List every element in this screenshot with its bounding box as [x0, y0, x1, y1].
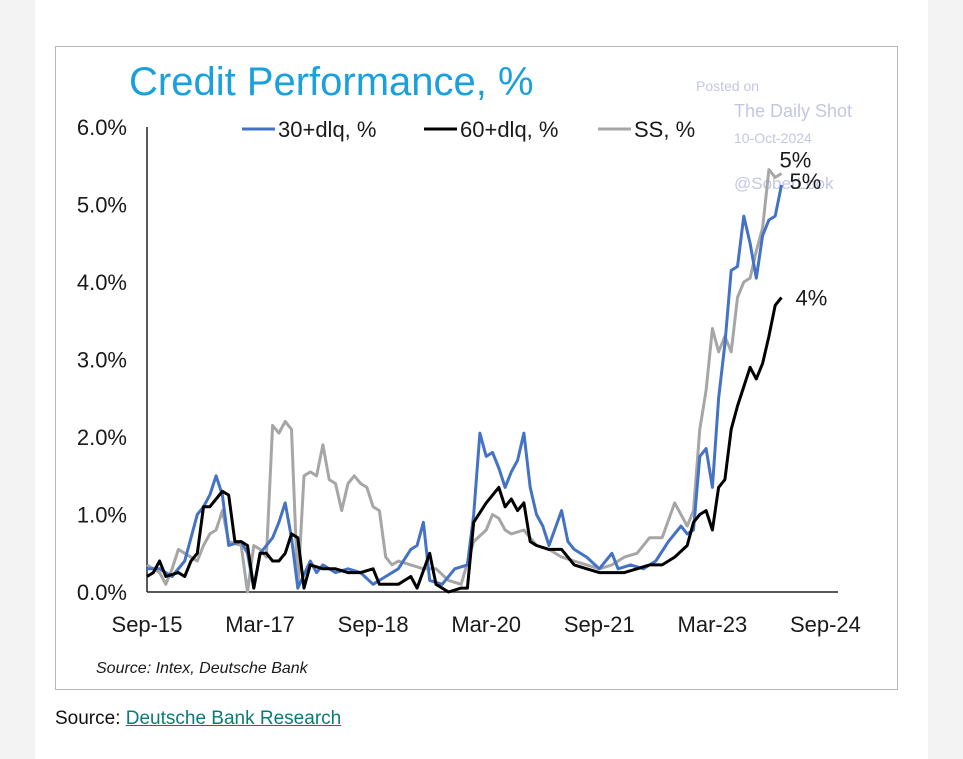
end-labels: 5% 4% 5%: [779, 148, 827, 311]
watermark-handle: @SoberLook: [734, 174, 834, 193]
series-line-60-dlq: [146, 296, 783, 594]
x-tick-label: Sep-15: [112, 612, 183, 637]
y-tick-label: 4.0%: [77, 270, 127, 295]
x-tick-label: Sep-18: [338, 612, 409, 637]
x-axis-ticks: Sep-15 Mar-17 Sep-18 Mar-20 Sep-21 Mar-23 Sep-…: [112, 612, 861, 637]
x-tick-label: Mar-17: [225, 612, 295, 637]
series-line-ss: [146, 168, 783, 594]
y-tick-label: 5.0%: [77, 193, 127, 218]
footer-source-label: Source:: [55, 708, 126, 729]
credit-performance-chart: Credit Performance, % Posted on The Dail…: [77, 60, 861, 677]
page: Credit Performance, % Posted on The Dail…: [35, 0, 928, 759]
chart-source: Source: Intex, Deutsche Bank: [96, 660, 309, 677]
legend-label-60dlq: 60+dlq, %: [460, 117, 558, 142]
legend-label-30dlq: 30+dlq, %: [278, 117, 376, 142]
footer-source: Source: Deutsche Bank Research: [55, 708, 341, 730]
x-tick-label: Sep-24: [790, 612, 861, 637]
watermark-site: The Daily Shot: [734, 101, 852, 121]
watermark-date: 10-Oct-2024: [734, 130, 812, 146]
y-tick-label: 2.0%: [77, 425, 127, 450]
source-link[interactable]: Deutsche Bank Research: [125, 708, 342, 729]
chart-title: Credit Performance, %: [129, 60, 534, 104]
y-tick-label: 1.0%: [77, 503, 127, 528]
x-tick-label: Sep-21: [564, 612, 635, 637]
watermark-posted: Posted on: [696, 78, 759, 94]
y-axis-ticks: 0.0% 1.0% 2.0% 3.0% 4.0% 5.0% 6.0%: [77, 115, 127, 605]
legend-label-ss: SS, %: [634, 117, 695, 142]
chart-frame: Credit Performance, % Posted on The Dail…: [55, 46, 898, 690]
y-tick-label: 0.0%: [77, 580, 127, 605]
end-label-30-dlq: 5%: [789, 169, 821, 194]
chart-legend: 30+dlq, % 60+dlq, % SS, %: [242, 117, 695, 142]
watermark: Posted on The Daily Shot 10-Oct-2024 @So…: [696, 78, 852, 193]
y-tick-label: 3.0%: [77, 348, 127, 373]
end-label-ss: 5%: [779, 148, 811, 173]
x-tick-label: Mar-23: [678, 612, 748, 637]
series-lines: [146, 168, 783, 594]
y-tick-label: 6.0%: [77, 115, 127, 140]
x-tick-label: Mar-20: [451, 612, 521, 637]
series-line-30-dlq: [147, 184, 783, 590]
end-label-60-dlq: 4%: [795, 286, 827, 311]
